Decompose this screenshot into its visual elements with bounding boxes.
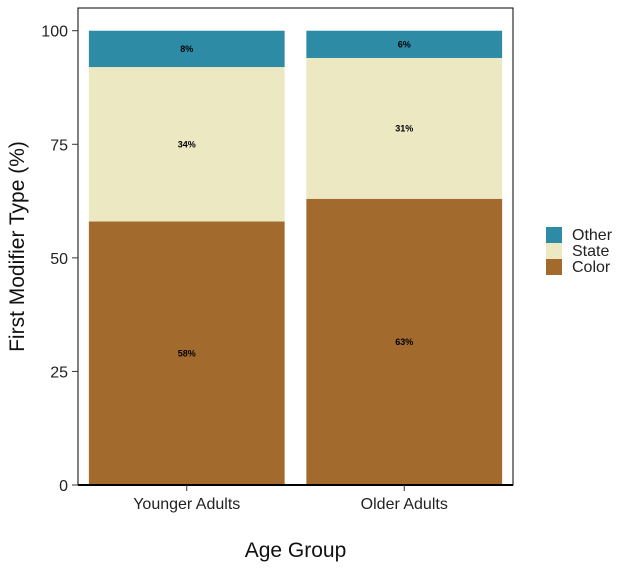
- y-axis-title: First Modifier Type (%): [6, 141, 29, 352]
- bar-segment-color-2: [306, 198, 503, 486]
- y-tick-label: 100: [41, 24, 68, 41]
- legend-label-color: Color: [572, 259, 611, 276]
- data-label-other-1: 8%: [180, 44, 193, 54]
- data-label-state-1: 34%: [178, 139, 196, 149]
- data-label-state-2: 31%: [395, 123, 413, 133]
- data-label-other-2: 6%: [398, 39, 411, 49]
- y-tick-label: 75: [50, 137, 68, 154]
- bar-segment-color-1: [88, 221, 285, 485]
- bar-segment-state-1: [88, 67, 285, 222]
- data-label-color-2: 63%: [395, 337, 413, 347]
- data-labels-layer: 58% 34% 8% 63% 31% 6%: [178, 39, 414, 358]
- legend-key-other: [546, 227, 562, 243]
- legend-key-state: [546, 243, 562, 259]
- bar-segment-other-2: [306, 30, 503, 58]
- x-axis-title: Age Group: [245, 539, 347, 562]
- y-tick-label: 0: [59, 478, 68, 495]
- data-label-color-1: 58%: [178, 348, 196, 358]
- legend-label-state: State: [572, 243, 609, 260]
- bars-layer: [88, 30, 503, 486]
- legend-label-other: Other: [572, 227, 613, 244]
- x-axis-ticks: Younger Adults Older Adults: [133, 485, 448, 513]
- legend-key-color: [546, 259, 562, 275]
- x-tick-label: Older Adults: [361, 496, 448, 513]
- bar-segment-state-2: [306, 57, 503, 199]
- y-axis-ticks: 0 25 50 75 100: [41, 24, 78, 495]
- x-tick-label: Younger Adults: [133, 496, 240, 513]
- y-tick-label: 25: [50, 364, 68, 381]
- bar-segment-other-1: [88, 30, 285, 68]
- y-tick-label: 50: [50, 251, 68, 268]
